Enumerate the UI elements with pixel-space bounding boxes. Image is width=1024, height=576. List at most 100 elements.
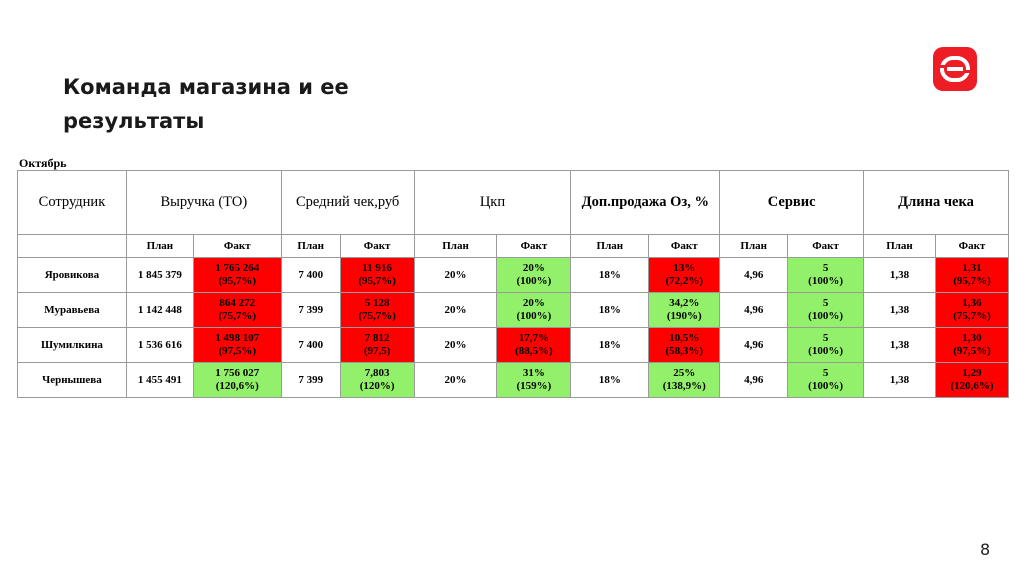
empty-subheader: [17, 234, 127, 258]
fact-percent: (75,7%): [953, 310, 991, 322]
fact-value: 10,5% (58,3%): [648, 327, 721, 363]
fact-amount: 5: [822, 262, 829, 274]
fact-value: 17,7% (88,5%): [496, 327, 572, 363]
fact-value: 7,803 (120%): [339, 362, 415, 398]
group-header: Средний чек,руб: [280, 170, 415, 235]
fact-header: Факт: [787, 234, 865, 258]
fact-header: Факт: [934, 234, 1010, 258]
fact-value: 20% (100%): [496, 292, 572, 328]
plan-header: План: [413, 234, 498, 258]
fact-amount: 5: [822, 367, 829, 379]
page-title: Команда магазина и ее результаты: [63, 75, 349, 133]
plan-value: 1,38: [863, 362, 936, 398]
table-row: Яровикова 1 845 379 1 765 264 (95,7%) 7 400 1…: [17, 257, 1010, 293]
fact-percent: (97,5): [363, 345, 391, 357]
fact-percent: (100%): [808, 380, 843, 392]
fact-header: Факт: [496, 234, 572, 258]
fact-percent: (120%): [359, 380, 395, 392]
employee-name: Чернышева: [17, 362, 127, 398]
plan-header: План: [863, 234, 936, 258]
employee-name: Муравьева: [17, 292, 127, 328]
plan-value: 4,96: [719, 257, 789, 293]
fact-amount: 11 916: [362, 262, 392, 274]
s-logo-icon: [933, 47, 977, 91]
fact-value: 31% (159%): [496, 362, 572, 398]
fact-value: 34,2% (190%): [648, 292, 721, 328]
table-subheader-row: План Факт План Факт План Факт План Факт …: [17, 234, 1010, 258]
employee-name: Яровикова: [17, 257, 127, 293]
fact-value: 5 (100%): [787, 362, 865, 398]
fact-percent: (120,6%): [215, 380, 259, 392]
fact-amount: 20%: [522, 262, 545, 274]
fact-value: 5 128 (75,7%): [339, 292, 415, 328]
plan-value: 4,96: [719, 327, 789, 363]
table-row: Шумилкина 1 536 616 1 498 107 (97,5%) 7 400 7…: [17, 327, 1010, 363]
plan-value: 20%: [413, 327, 498, 363]
fact-header: Факт: [339, 234, 415, 258]
s-logo-glyph: [940, 56, 970, 82]
fact-percent: (75,7%): [358, 310, 396, 322]
fact-value: 5 (100%): [787, 257, 865, 293]
fact-amount: 20%: [522, 297, 545, 309]
fact-percent: (138,9%): [662, 380, 706, 392]
fact-amount: 5 128: [364, 297, 390, 309]
plan-value: 1,38: [863, 327, 936, 363]
page-number: 8: [980, 540, 991, 559]
fact-amount: 31%: [522, 367, 545, 379]
plan-value: 4,96: [719, 292, 789, 328]
results-table: Сотрудник Выручка (ТО) Средний чек,руб Ц…: [17, 170, 1010, 398]
fact-amount: 1 756 027: [215, 367, 260, 379]
plan-header: План: [280, 234, 341, 258]
table-body: Яровикова 1 845 379 1 765 264 (95,7%) 7 400 1…: [17, 257, 1010, 398]
employee-name: Шумилкина: [17, 327, 127, 363]
fact-amount: 5: [822, 297, 829, 309]
plan-header: План: [570, 234, 650, 258]
fact-percent: (120,6%): [950, 380, 994, 392]
employee-header: Сотрудник: [17, 170, 127, 235]
fact-value: 1,36 (75,7%): [934, 292, 1010, 328]
fact-percent: (100%): [808, 345, 843, 357]
plan-value: 20%: [413, 257, 498, 293]
fact-percent: (75,7%): [218, 310, 257, 322]
plan-value: 1 845 379: [125, 257, 194, 293]
fact-amount: 1,29: [962, 367, 982, 379]
fact-percent: (95,7%): [218, 275, 257, 287]
plan-header: План: [125, 234, 194, 258]
table-row: Муравьева 1 142 448 864 272 (75,7%) 7 399 5 1…: [17, 292, 1010, 328]
plan-value: 18%: [570, 257, 650, 293]
fact-amount: 1 498 107: [215, 332, 260, 344]
plan-value: 1 536 616: [125, 327, 194, 363]
fact-value: 5 (100%): [787, 292, 865, 328]
fact-percent: (100%): [516, 275, 552, 287]
plan-value: 1,38: [863, 292, 936, 328]
group-header: Длина чека: [863, 170, 1009, 235]
fact-percent: (72,2%): [665, 275, 704, 287]
group-header: Доп.продажа Оз, %: [570, 170, 721, 235]
fact-value: 1 765 264 (95,7%): [192, 257, 282, 293]
plan-value: 4,96: [719, 362, 789, 398]
period-label: Октябрь: [19, 156, 67, 170]
fact-percent: (100%): [808, 275, 843, 287]
fact-amount: 13%: [673, 262, 696, 274]
table-header-row: Сотрудник Выручка (ТО) Средний чек,руб Ц…: [17, 170, 1009, 235]
fact-value: 11 916 (95,7%): [339, 257, 415, 293]
fact-percent: (97,5%): [218, 345, 257, 357]
fact-percent: (159%): [516, 380, 552, 392]
fact-value: 1,29 (120,6%): [934, 362, 1010, 398]
fact-value: 1,30 (97,5%): [934, 327, 1010, 363]
fact-value: 7 812 (97,5): [339, 327, 415, 363]
group-header: Выручка (ТО): [125, 170, 282, 235]
plan-value: 1,38: [863, 257, 936, 293]
fact-amount: 7 812: [364, 332, 390, 344]
fact-amount: 25%: [673, 367, 696, 379]
plan-value: 20%: [413, 292, 498, 328]
fact-percent: (100%): [516, 310, 552, 322]
plan-value: 1 455 491: [125, 362, 194, 398]
fact-value: 1,31 (95,7%): [934, 257, 1010, 293]
fact-amount: 5: [822, 332, 829, 344]
fact-amount: 1,30: [962, 332, 982, 344]
fact-amount: 34,2%: [669, 297, 700, 309]
plan-header: План: [719, 234, 789, 258]
plan-value: 1 142 448: [125, 292, 194, 328]
fact-amount: 1 765 264: [215, 262, 260, 274]
